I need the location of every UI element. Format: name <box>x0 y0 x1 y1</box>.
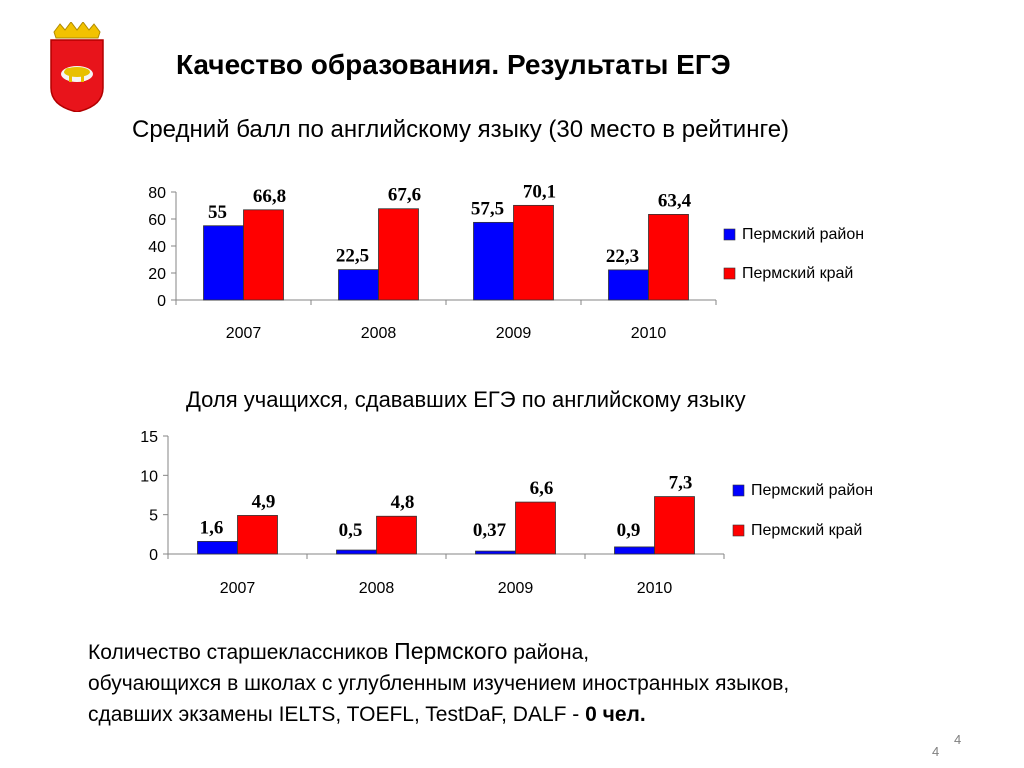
legend-label: Пермский край <box>742 265 853 282</box>
footer-line-3b: 0 чел. <box>585 703 646 726</box>
data-label: 57,5 <box>471 198 504 219</box>
data-label: 0,37 <box>473 520 507 541</box>
bar-region <box>378 208 419 301</box>
bar-district <box>473 221 514 301</box>
x-tick-label: 2008 <box>361 325 397 342</box>
data-label: 7,3 <box>669 473 693 494</box>
bar-district <box>475 550 516 555</box>
x-tick-label: 2009 <box>496 325 532 342</box>
x-tick-label: 2008 <box>359 580 395 597</box>
bar-district <box>608 269 649 301</box>
legend-swatch <box>723 228 736 241</box>
footer-line-2: обучающихся в школах с углубленным изуче… <box>88 672 790 695</box>
data-label: 0,9 <box>617 520 641 541</box>
legend-label: Пермский край <box>751 522 862 539</box>
bar-region <box>648 214 689 301</box>
page-number-secondary: 4 <box>932 744 940 759</box>
data-label: 22,5 <box>336 246 369 267</box>
y-tick-label: 10 <box>140 468 158 485</box>
data-label: 67,6 <box>388 185 421 206</box>
bar-district <box>336 549 377 555</box>
footer-line-1c: района, <box>507 641 590 664</box>
bar-district <box>203 225 244 301</box>
legend-swatch <box>723 267 736 280</box>
bar-region <box>513 204 554 301</box>
data-label: 55 <box>208 202 227 223</box>
legend-label: Пермский район <box>751 482 873 499</box>
page-title: Качество образования. Результаты ЕГЭ <box>176 49 731 80</box>
y-tick-label: 20 <box>148 266 166 283</box>
footer-line-3: сдавших экзамены IELTS, TOEFL, TestDaF, … <box>88 699 789 730</box>
x-tick-label: 2007 <box>220 580 256 597</box>
y-tick-label: 80 <box>148 185 166 202</box>
data-label: 1,6 <box>200 517 224 538</box>
bar-district <box>338 269 379 301</box>
bar-region <box>654 496 695 555</box>
bar-region <box>237 515 278 555</box>
bar-region <box>515 501 556 555</box>
data-label: 4,8 <box>391 492 415 513</box>
y-tick-label: 5 <box>149 508 158 525</box>
chart2-heading: Доля учащихся, сдававших ЕГЭ по английск… <box>186 387 746 412</box>
data-label: 0,5 <box>339 520 363 541</box>
y-tick-label: 0 <box>157 293 166 310</box>
footer-line-1a: Количество старшеклассников <box>88 641 395 664</box>
x-tick-label: 2009 <box>498 580 534 597</box>
data-label: 22,3 <box>606 246 639 267</box>
legend-swatch <box>732 484 745 497</box>
footer-line-1b: Пермского <box>394 638 508 664</box>
footer-line-3a: сдавших экзамены IELTS, TOEFL, TestDaF, … <box>88 703 586 726</box>
chart1-heading: Средний балл по английскому языку (30 ме… <box>132 116 790 143</box>
page-number: 4 <box>954 732 962 747</box>
y-tick-label: 60 <box>148 212 166 229</box>
data-label: 63,4 <box>658 190 692 211</box>
legend-label: Пермский район <box>742 226 864 243</box>
x-tick-label: 2010 <box>631 325 667 342</box>
y-tick-label: 15 <box>140 429 158 446</box>
bar-district <box>614 546 655 555</box>
y-tick-label: 40 <box>148 239 166 256</box>
bar-region <box>243 209 284 301</box>
bar-region <box>376 515 417 555</box>
coat-of-arms-logo <box>50 22 104 112</box>
x-tick-label: 2007 <box>226 325 262 342</box>
data-label: 6,6 <box>530 478 554 499</box>
data-label: 66,8 <box>253 186 286 207</box>
footer-line-1: Количество старшеклассников Пермского ра… <box>88 636 789 668</box>
y-tick-label: 0 <box>149 547 158 564</box>
data-label: 70,1 <box>523 181 556 202</box>
legend-swatch <box>732 524 745 537</box>
x-tick-label: 2010 <box>637 580 673 597</box>
footer-text: Количество старшеклассников Пермского ра… <box>88 636 789 730</box>
bar-district <box>197 541 238 555</box>
data-label: 4,9 <box>252 491 276 512</box>
